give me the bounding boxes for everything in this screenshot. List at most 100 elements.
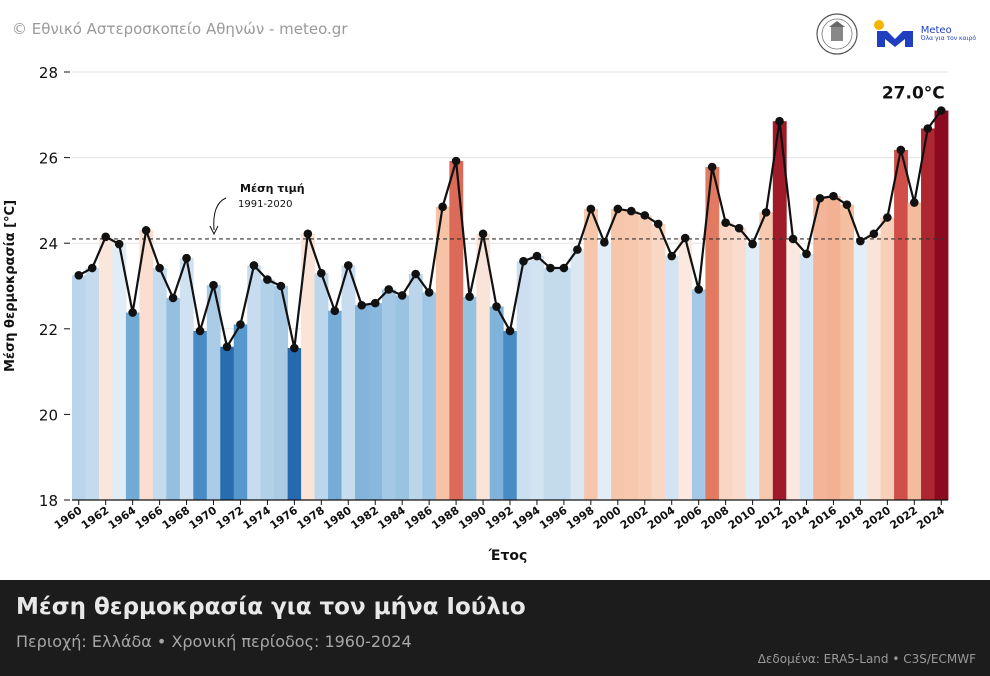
point-2007 — [707, 162, 717, 172]
x-tick-label-2012: 2012 — [753, 504, 786, 532]
point-1987 — [438, 202, 447, 212]
x-tick-label-2004: 2004 — [645, 504, 678, 532]
bar-2014 — [799, 253, 814, 500]
point-1973 — [249, 261, 259, 270]
bar-2013 — [786, 238, 801, 501]
point-1986 — [424, 288, 434, 297]
point-1971 — [222, 342, 232, 352]
point-2015 — [815, 193, 825, 203]
x-tick-label-1998: 1998 — [564, 504, 597, 532]
point-2021 — [896, 145, 906, 155]
x-tick-label-1984: 1984 — [375, 504, 408, 532]
last-value-annotation: 27.0°C — [882, 84, 945, 104]
point-1970 — [209, 280, 218, 290]
bar-2016 — [826, 196, 841, 500]
bar-1987 — [435, 206, 450, 500]
bar-1988 — [449, 161, 464, 500]
bar-1983 — [381, 289, 396, 500]
x-tick-label-1972: 1972 — [214, 504, 247, 532]
point-2001 — [626, 206, 636, 216]
x-tick-label-1982: 1982 — [348, 504, 381, 532]
caption-footer: Μέση θερμοκρασία για τον μήνα Ιούλιο Περ… — [0, 580, 990, 676]
x-tick-label-2024: 2024 — [914, 504, 947, 532]
bar-1960 — [72, 275, 86, 500]
bar-2012 — [772, 121, 787, 500]
point-1975 — [276, 281, 286, 291]
point-2013 — [788, 234, 798, 244]
bar-2018 — [853, 241, 868, 500]
x-tick-label-2022: 2022 — [887, 504, 920, 532]
point-1992 — [505, 326, 515, 336]
x-tick-label-1974: 1974 — [241, 504, 274, 532]
bar-1991 — [489, 306, 504, 500]
bar-1986 — [422, 292, 437, 500]
point-1983 — [384, 285, 394, 294]
bar-2006 — [691, 289, 706, 500]
x-tick-label-1994: 1994 — [510, 504, 543, 532]
bar-1963 — [112, 244, 127, 500]
data-source: Δεδομένα: ERA5-Land • C3S/ECMWF — [757, 652, 976, 666]
x-tick-label-2020: 2020 — [861, 504, 894, 532]
bar-1998 — [584, 208, 598, 500]
point-1998 — [586, 204, 596, 214]
copyright-text: © Εθνικό Αστεροσκοπείο Αθηνών - meteo.gr — [12, 20, 348, 38]
bar-1965 — [139, 230, 154, 501]
point-2014 — [802, 249, 811, 259]
bar-1989 — [462, 296, 477, 500]
point-1969 — [195, 326, 205, 336]
bar-2009 — [732, 228, 747, 500]
logo-group: Meteo Όλα για τον καιρό — [815, 12, 976, 56]
meteo-logo-name: Meteo — [920, 25, 952, 36]
point-2004 — [667, 251, 677, 261]
bar-2003 — [651, 223, 666, 500]
point-2005 — [680, 233, 690, 243]
bar-2000 — [611, 208, 625, 500]
bar-2024 — [934, 110, 949, 501]
point-2012 — [775, 116, 784, 126]
bar-2017 — [840, 204, 855, 500]
x-tick-label-1988: 1988 — [429, 504, 462, 532]
point-1974 — [263, 275, 272, 284]
bar-1974 — [260, 279, 275, 500]
point-1978 — [317, 268, 326, 278]
x-tick-label-2006: 2006 — [672, 504, 705, 532]
bar-2010 — [745, 244, 760, 500]
bar-1962 — [98, 236, 113, 500]
bar-2002 — [638, 215, 652, 500]
point-2002 — [640, 211, 650, 220]
bar-2011 — [759, 212, 774, 500]
point-2008 — [721, 218, 730, 227]
reference-arrow — [213, 197, 227, 231]
point-2010 — [748, 239, 757, 249]
point-1990 — [478, 229, 488, 239]
observatory-seal-icon — [816, 13, 858, 55]
point-1999 — [600, 238, 609, 247]
bar-1977 — [301, 233, 315, 500]
bar-1992 — [503, 330, 518, 500]
x-axis-title: Έτος — [488, 548, 528, 564]
bar-2021 — [894, 149, 908, 500]
point-2016 — [829, 191, 838, 201]
x-tick-label-1968: 1968 — [160, 504, 193, 532]
point-1977 — [303, 229, 313, 239]
bar-2007 — [705, 167, 720, 500]
bar-2023 — [921, 128, 935, 500]
x-tick-label-1964: 1964 — [106, 504, 139, 532]
y-axis-title: Μέση θερμοκρασία [°C] — [3, 200, 18, 372]
point-1991 — [492, 302, 501, 311]
bar-1967 — [166, 297, 181, 500]
point-2003 — [653, 219, 663, 229]
bar-1978 — [314, 273, 329, 500]
point-1965 — [141, 226, 151, 235]
point-1995 — [546, 263, 555, 273]
bar-1996 — [557, 268, 572, 500]
point-1979 — [330, 306, 340, 316]
point-1963 — [114, 239, 124, 249]
point-1982 — [370, 298, 380, 308]
bar-1985 — [408, 274, 423, 500]
x-tick-label-1966: 1966 — [133, 504, 166, 532]
meteo-logo-tagline: Όλα για τον καιρό — [920, 35, 976, 42]
y-tick-label-26: 26 — [39, 150, 58, 168]
x-tick-label-1970: 1970 — [187, 504, 220, 532]
bar-1973 — [247, 265, 262, 500]
